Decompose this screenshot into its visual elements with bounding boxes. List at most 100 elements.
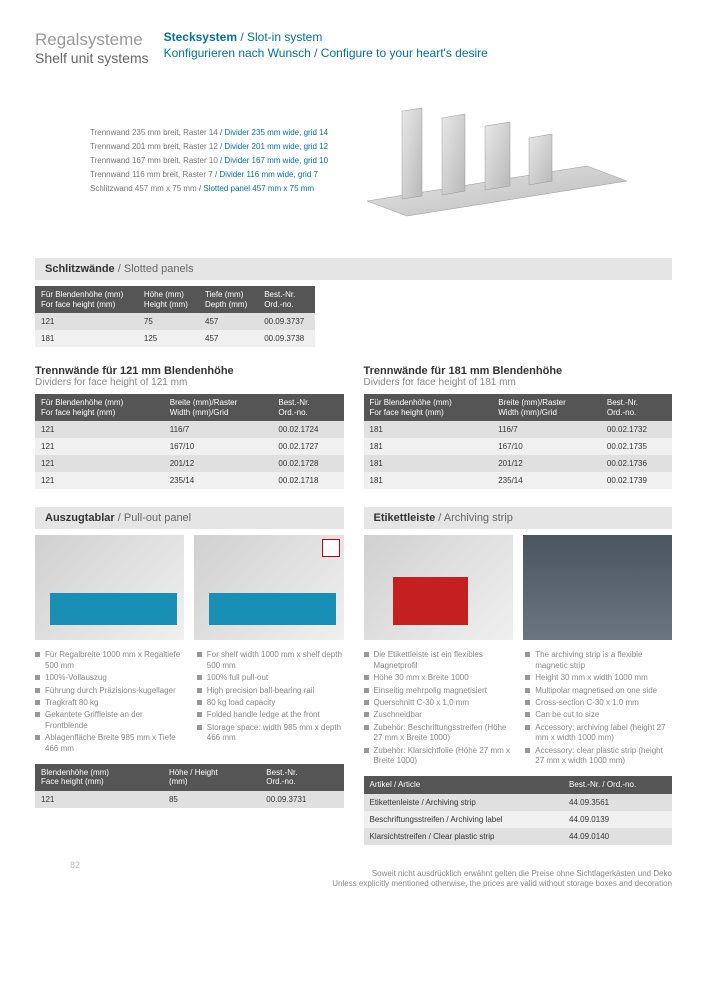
section-slotted-header: Schlitzwände / Slotted panels bbox=[35, 258, 672, 280]
table-cell: 00.02.1736 bbox=[601, 455, 672, 472]
table-header-cell: Breite (mm)/RasterWidth (mm)/Grid bbox=[492, 394, 601, 421]
table-cell: 201/12 bbox=[164, 455, 273, 472]
table-cell: 00.02.1732 bbox=[601, 421, 672, 438]
archiving-photo-1 bbox=[364, 535, 513, 640]
table-cell: 00.02.1739 bbox=[601, 472, 672, 489]
bullet-item: Zuschneidbar bbox=[364, 710, 511, 720]
table-cell: 167/10 bbox=[492, 438, 601, 455]
table-row: 121235/1400.02.1718 bbox=[35, 472, 344, 489]
table-row: 1218500.09.3731 bbox=[35, 791, 344, 808]
dividers-121-title-de: Trennwände für 121 mm Blendenhöhe bbox=[35, 365, 344, 377]
dividers-181-block: Trennwände für 181 mm Blendenhöhe Divide… bbox=[364, 365, 673, 489]
table-row: 181201/1200.02.1736 bbox=[364, 455, 673, 472]
bullet-item: 100% full pull-out bbox=[197, 673, 344, 683]
table-cell: 121 bbox=[35, 421, 164, 438]
table-cell: 235/14 bbox=[492, 472, 601, 489]
bullet-item: High precision ball-bearing rail bbox=[197, 686, 344, 696]
footer-en: Unless explicitly mentioned otherwise, t… bbox=[35, 879, 672, 889]
archiving-block: Etikettleiste / Archiving strip Die Etik… bbox=[364, 507, 673, 851]
bullet-item: Accessory: archiving label (height 27 mm… bbox=[525, 723, 672, 744]
table-cell: 00.02.1727 bbox=[272, 438, 343, 455]
diagram-labels: Trennwand 235 mm breit, Raster 14 / Divi… bbox=[90, 126, 328, 196]
page-header: Regalsysteme Shelf unit systems Stecksys… bbox=[35, 30, 672, 66]
bullet-item: For shelf width 1000 mm x shelf depth 50… bbox=[197, 650, 344, 671]
table-archiving: Artikel / ArticleBest.-Nr. / Ord.-no.Eti… bbox=[364, 776, 673, 845]
table-row: 181116/700.02.1732 bbox=[364, 421, 673, 438]
table-cell: 00.09.3737 bbox=[258, 313, 315, 330]
table-header-cell: Höhe / Height(mm) bbox=[163, 764, 260, 791]
table-header-cell: Breite (mm)/RasterWidth (mm)/Grid bbox=[164, 394, 273, 421]
table-cell: 181 bbox=[364, 472, 493, 489]
table-header-cell: Best.-Nr.Ord.-no. bbox=[258, 286, 315, 313]
header-right: Stecksystem / Slot-in system Konfigurier… bbox=[164, 30, 488, 66]
table-cell: 121 bbox=[35, 438, 164, 455]
table-header-cell: Für Blendenhöhe (mm)For face height (mm) bbox=[35, 394, 164, 421]
table-header-cell: Best.-Nr.Ord.-no. bbox=[601, 394, 672, 421]
diagram-label: Schlitzwand 457 mm x 75 mm / Slotted pan… bbox=[90, 182, 328, 196]
bullet-item: Can be cut to size bbox=[525, 710, 672, 720]
table-cell: 181 bbox=[35, 330, 138, 347]
diagram-label: Trennwand 116 mm breit, Raster 7 / Divid… bbox=[90, 168, 328, 182]
table-cell: Klarsichtstreifen / Clear plastic strip bbox=[364, 828, 564, 845]
pullout-photo-1 bbox=[35, 535, 184, 640]
table-cell: Beschriftungsstreifen / Archiving label bbox=[364, 811, 564, 828]
table-cell: 457 bbox=[199, 330, 258, 347]
bullet-item: Ablagenfläche Breite 985 mm x Tiefe 466 … bbox=[35, 733, 182, 754]
header-subtitle-1: Stecksystem / Slot-in system bbox=[164, 30, 488, 44]
table-cell: 116/7 bbox=[164, 421, 273, 438]
table-row: 181167/1000.02.1735 bbox=[364, 438, 673, 455]
table-cell: 44.09.0140 bbox=[563, 828, 672, 845]
table-cell: 00.09.3731 bbox=[260, 791, 343, 808]
table-cell: 121 bbox=[35, 472, 164, 489]
table-header-cell: Für Blendenhöhe (mm)For face height (mm) bbox=[35, 286, 138, 313]
table-cell: 121 bbox=[35, 455, 164, 472]
archiving-bullets: Die Etikettleiste ist ein flexibles Magn… bbox=[364, 650, 673, 768]
pullout-bullets: Für Regalbreite 1000 mm x Regaltiefe 500… bbox=[35, 650, 344, 756]
table-cell: 181 bbox=[364, 455, 493, 472]
table-cell: 121 bbox=[35, 791, 163, 808]
table-row: Beschriftungsstreifen / Archiving label4… bbox=[364, 811, 673, 828]
table-pullout: Blendenhöhe (mm)Face height (mm)Höhe / H… bbox=[35, 764, 344, 808]
diagram-label: Trennwand 235 mm breit, Raster 14 / Divi… bbox=[90, 126, 328, 140]
table-header-cell: Artikel / Article bbox=[364, 776, 564, 794]
bullet-item: 100%-Vollauszug bbox=[35, 673, 182, 683]
page-number: 82 bbox=[70, 860, 80, 870]
bullet-item: 80 kg load capacity bbox=[197, 698, 344, 708]
table-cell: 44.09.0139 bbox=[563, 811, 672, 828]
badge-100 bbox=[322, 539, 340, 557]
pullout-header: Auszugtablar / Pull-out panel bbox=[35, 507, 344, 529]
table-cell: 00.09.3738 bbox=[258, 330, 315, 347]
table-row: 1217545700.09.3737 bbox=[35, 313, 315, 330]
table-cell: Etikettenleiste / Archiving strip bbox=[364, 794, 564, 811]
bullet-item: Zubehör: Beschriftungsstreifen (Höhe 27 … bbox=[364, 723, 511, 744]
pullout-photo-2 bbox=[194, 535, 343, 640]
table-dividers-121: Für Blendenhöhe (mm)For face height (mm)… bbox=[35, 394, 344, 489]
table-cell: 167/10 bbox=[164, 438, 273, 455]
table-row: 181235/1400.02.1739 bbox=[364, 472, 673, 489]
table-cell: 85 bbox=[163, 791, 260, 808]
table-dividers-181: Für Blendenhöhe (mm)For face height (mm)… bbox=[364, 394, 673, 489]
archiving-photo-2 bbox=[523, 535, 672, 640]
table-row: Etikettenleiste / Archiving strip44.09.3… bbox=[364, 794, 673, 811]
footer-de: Soweit nicht ausdrücklich erwähnt gelten… bbox=[35, 869, 672, 879]
table-cell: 181 bbox=[364, 438, 493, 455]
table-cell: 125 bbox=[138, 330, 199, 347]
table-header-cell: Best.-Nr.Ord.-no. bbox=[260, 764, 343, 791]
bullet-item: Accessory: clear plastic strip (height 2… bbox=[525, 746, 672, 767]
header-title-en: Shelf unit systems bbox=[35, 50, 149, 66]
table-row: 121201/1200.02.1728 bbox=[35, 455, 344, 472]
bullet-item: Führung durch Präzisions-kugellager bbox=[35, 686, 182, 696]
table-header-cell: Tiefe (mm)Depth (mm) bbox=[199, 286, 258, 313]
bullet-item: Zubehör: Klarsichtfolie (Höhe 27 mm x Br… bbox=[364, 746, 511, 767]
bullet-item: Querschnitt C-30 x 1,0 mm bbox=[364, 698, 511, 708]
table-cell: 75 bbox=[138, 313, 199, 330]
header-title-de: Regalsysteme bbox=[35, 30, 149, 50]
bullet-item: Die Etikettleiste ist ein flexibles Magn… bbox=[364, 650, 511, 671]
table-row: 121167/1000.02.1727 bbox=[35, 438, 344, 455]
table-cell: 116/7 bbox=[492, 421, 601, 438]
bullet-item: Gekantete Griffleiste an der Frontblende bbox=[35, 710, 182, 731]
table-cell: 181 bbox=[364, 421, 493, 438]
bullet-item: Storage space: width 985 mm x depth 466 … bbox=[197, 723, 344, 744]
dividers-181-title-en: Dividers for face height of 181 mm bbox=[364, 377, 673, 388]
bullet-item: Folded handle ledge at the front bbox=[197, 710, 344, 720]
